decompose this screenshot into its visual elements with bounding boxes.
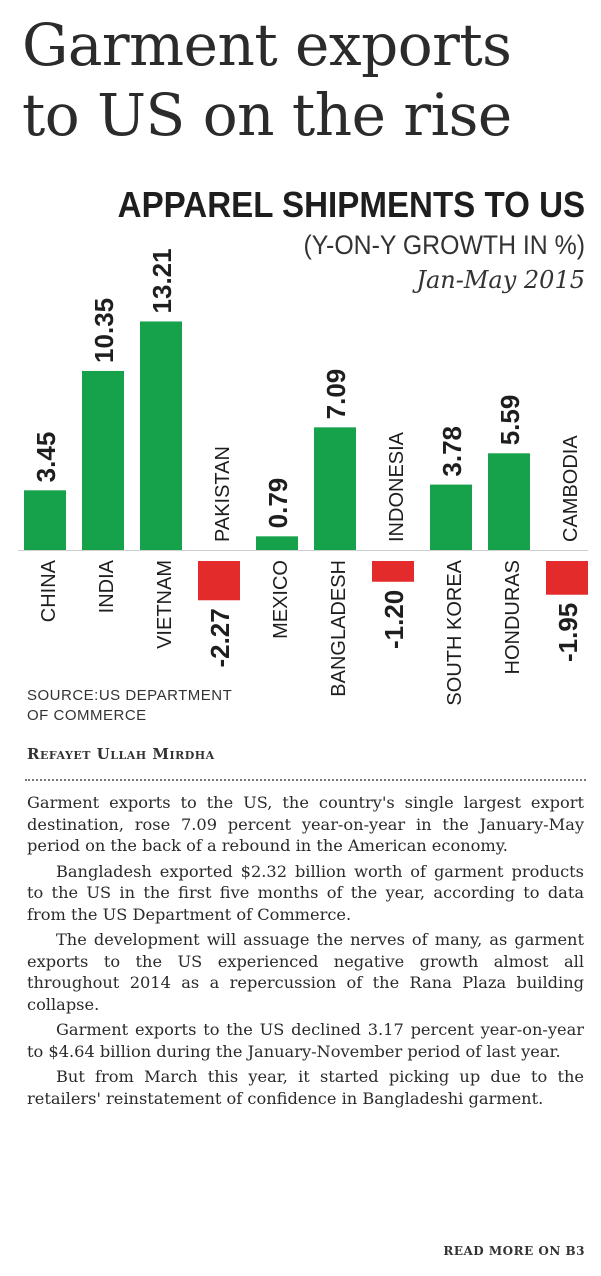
category-label: MEXICO	[270, 560, 292, 639]
dotted-divider	[25, 779, 586, 781]
data-label: -1.20	[379, 590, 409, 649]
article-paragraph: The development will assuage the nerves …	[27, 930, 584, 1014]
data-label: -1.95	[553, 603, 583, 662]
headline: Garment exports to US on the rise	[22, 10, 592, 150]
data-label: -2.27	[205, 608, 235, 667]
article-paragraph: Garment exports to the US, the country's…	[27, 793, 584, 855]
article-paragraph: But from March this year, it started pic…	[27, 1067, 584, 1108]
source-line-1: SOURCE:US DEPARTMENT	[27, 687, 233, 704]
chart-source: SOURCE:US DEPARTMENT OF COMMERCE	[27, 686, 232, 726]
article-body: Garment exports to the US, the country's…	[27, 792, 584, 1113]
source-line-2: OF COMMERCE	[27, 707, 147, 724]
data-label: 3.78	[437, 426, 467, 477]
category-label: INDONESIA	[386, 431, 408, 542]
category-label: BANGLADESH	[328, 560, 350, 697]
category-label: SOUTH KOREA	[444, 559, 466, 705]
bar-mexico	[256, 536, 298, 550]
chart-period: Jan-May 2015	[416, 266, 585, 294]
bar-china	[24, 490, 66, 550]
chart-subtitle: (Y-ON-Y GROWTH IN %)	[303, 230, 585, 260]
data-label: 10.35	[89, 298, 119, 363]
bar-south-korea	[430, 484, 472, 550]
data-label: 3.45	[31, 432, 61, 483]
data-label: 7.09	[321, 369, 351, 420]
category-label: HONDURAS	[502, 560, 524, 674]
chart-title: APPAREL SHIPMENTS TO US	[117, 184, 585, 225]
data-label: 0.79	[263, 478, 293, 529]
bar-vietnam	[140, 321, 182, 550]
data-label: 13.21	[147, 248, 177, 313]
article-paragraph: Bangladesh exported $2.32 billion worth …	[27, 861, 584, 924]
article-paragraph: Garment exports to the US declined 3.17 …	[27, 1020, 584, 1061]
headline-line-1: Garment exports	[22, 11, 512, 79]
bar-chart: 3.45 CHINA 10.35 INDIA 13.21 VIETNAM PAKISTAN -…	[18, 248, 588, 706]
bar-honduras	[488, 453, 530, 550]
headline-line-2: to US on the rise	[22, 81, 512, 149]
category-label: PAKISTAN	[212, 446, 234, 542]
category-label: CAMBODIA	[560, 435, 582, 542]
bar-bangladesh	[314, 427, 356, 550]
category-label: CHINA	[38, 559, 60, 622]
read-more-link[interactable]: READ MORE ON B3	[443, 1244, 585, 1258]
bar-indonesia	[372, 561, 414, 582]
byline: Refayet Ullah Mirdha	[27, 745, 215, 763]
data-label: 5.59	[495, 395, 525, 446]
bar-pakistan	[198, 561, 240, 601]
bar-cambodia	[546, 561, 588, 595]
bar-india	[82, 370, 124, 550]
category-label: INDIA	[96, 559, 118, 613]
category-label: VIETNAM	[154, 560, 176, 649]
